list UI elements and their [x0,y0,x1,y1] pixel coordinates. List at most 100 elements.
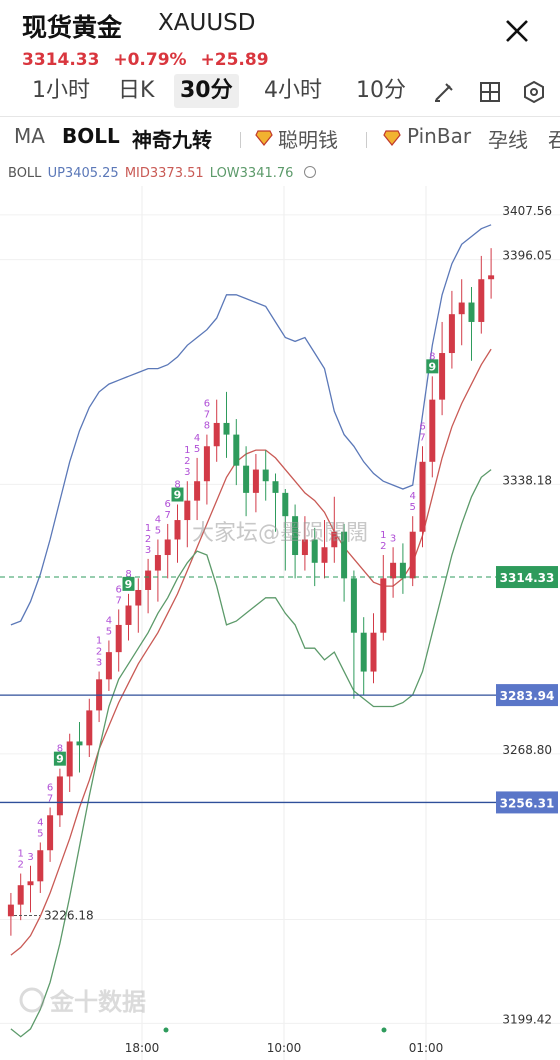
candle-up [37,850,44,882]
indicator-smart-money[interactable]: 聪明钱 [278,128,338,152]
axis-labels: 3407.56 3396.05 3338.18 3268.80 3226.18 3199.… [14,204,552,1055]
close-icon[interactable] [500,14,534,48]
boll-legend-prefix: BOLL [8,166,42,181]
candle-down [262,469,269,482]
price-chart[interactable]: 1234567891234567891234567891234567812345… [0,186,560,1060]
candle-up [213,422,220,447]
candle-up [301,539,308,556]
level-label: 3283.94 [500,689,555,703]
boll-legend: BOLL UP3405.25 MID3373.51 LOW3341.76 [8,166,318,181]
candle-up [419,461,426,532]
candle-up [429,399,436,462]
tab-30m[interactable]: 30分 [174,74,239,108]
grid-layout-icon[interactable] [478,80,502,104]
indicator-pinbar[interactable]: PinBar [407,124,472,148]
change-absolute: +25.89 [200,50,269,70]
indicator-inside-bar[interactable]: 孕线 [488,128,528,152]
nine-turn-box [171,487,184,502]
nine-turn-markers: 1234567891234567891234567891234567812345… [18,351,439,871]
chart-grid [0,186,560,1060]
indicator-nine-turn[interactable]: 神奇九转 [132,128,212,152]
time-axis-label: 01:00 [409,1041,444,1055]
candle-up [439,353,446,400]
current-price: 3314.33 [22,50,100,70]
time-axis-label: 18:00 [125,1041,160,1055]
tab-4h[interactable]: 4小时 [264,78,322,103]
candle-up [478,279,485,322]
indicator-ma[interactable]: MA [14,124,45,148]
price-axis-label: 3407.56 [502,204,552,218]
smart-money-icon [255,130,273,146]
price-levels: 3314.33 3283.94 3256.31 [0,566,558,814]
candle-up [7,904,14,917]
candle-up [174,520,181,540]
nine-turn-count: 9 [428,360,436,373]
nine-turn-count: 3 [145,545,151,556]
candle-down [341,531,348,579]
level-tag [496,684,558,707]
nine-turn-count: 8 [57,744,63,755]
candle-up [27,881,34,886]
nine-turn-count: 5 [155,525,161,536]
tab-daily[interactable]: 日K [118,78,155,103]
candle-up [135,589,142,606]
nine-turn-count: 1 [145,523,151,534]
price-axis-label: 3199.42 [502,1012,552,1026]
nine-turn-count: 7 [47,794,53,805]
nine-turn-count: 1 [96,636,102,647]
brand-logo-icon [19,987,45,1013]
indicator-bar: MA BOLL 神奇九转 聪明钱 PinBar 孕线 吞 [0,122,560,156]
nine-turn-count: 2 [184,456,190,467]
nine-turn-count: 6 [419,421,425,432]
candle-up [125,605,132,625]
boll-up-value: UP3405.25 [47,166,119,181]
candle-up [458,302,465,315]
candle-up [331,531,338,548]
nine-turn-count: 4 [194,433,200,444]
nine-turn-count: 7 [116,595,122,606]
nine-turn-count: 3 [390,533,396,544]
settings-icon[interactable] [522,80,546,104]
candle-up [488,275,495,280]
candles [7,248,495,936]
candle-down [243,465,250,493]
tab-10m[interactable]: 10分 [356,78,406,103]
candle-up [17,885,24,905]
price-axis-label: 3226.18 [44,908,94,922]
nine-turn-count: 4 [410,491,416,502]
candle-up [321,547,328,563]
nine-turn-box [53,751,66,766]
candle-up [145,570,152,590]
legend-visibility-icon[interactable] [303,166,316,178]
indicator-engulfing[interactable]: 吞 [548,128,560,152]
candle-down [282,492,289,517]
candle-up [203,446,210,482]
nine-turn-count: 3 [27,852,33,863]
nine-turn-count: 1 [184,445,190,456]
indicator-boll[interactable]: BOLL [62,124,120,148]
tab-1h[interactable]: 1小时 [32,78,90,103]
drawing-tool-icon[interactable] [432,80,456,104]
nine-turn-count: 7 [419,432,425,443]
nine-turn-count: 9 [125,578,133,591]
indicator-separator [240,132,241,148]
candle-up [390,562,397,579]
level-tag [496,791,558,814]
nine-turn-count: 9 [56,753,64,766]
candle-down [311,539,318,563]
candle-up [194,481,201,501]
nine-turn-box [122,576,135,591]
candle-up [252,469,259,493]
boll-low-line [10,469,492,1038]
header: 现货黄金 XAUUSD 3314.33 +0.79% +25.89 [0,0,560,76]
nine-turn-count: 8 [204,421,210,432]
nine-turn-count: 6 [116,584,122,595]
nine-turn-count: 5 [410,502,416,513]
candle-down [468,302,475,322]
watermark-text: 大家坛@墨陨闊闊 [192,521,368,546]
brand-watermark: 金十数据 [19,987,146,1016]
nine-turn-box [426,359,439,374]
current-price-tag [496,566,558,589]
nine-turn-count: 1 [18,849,24,860]
nine-turn-count: 5 [106,626,112,637]
